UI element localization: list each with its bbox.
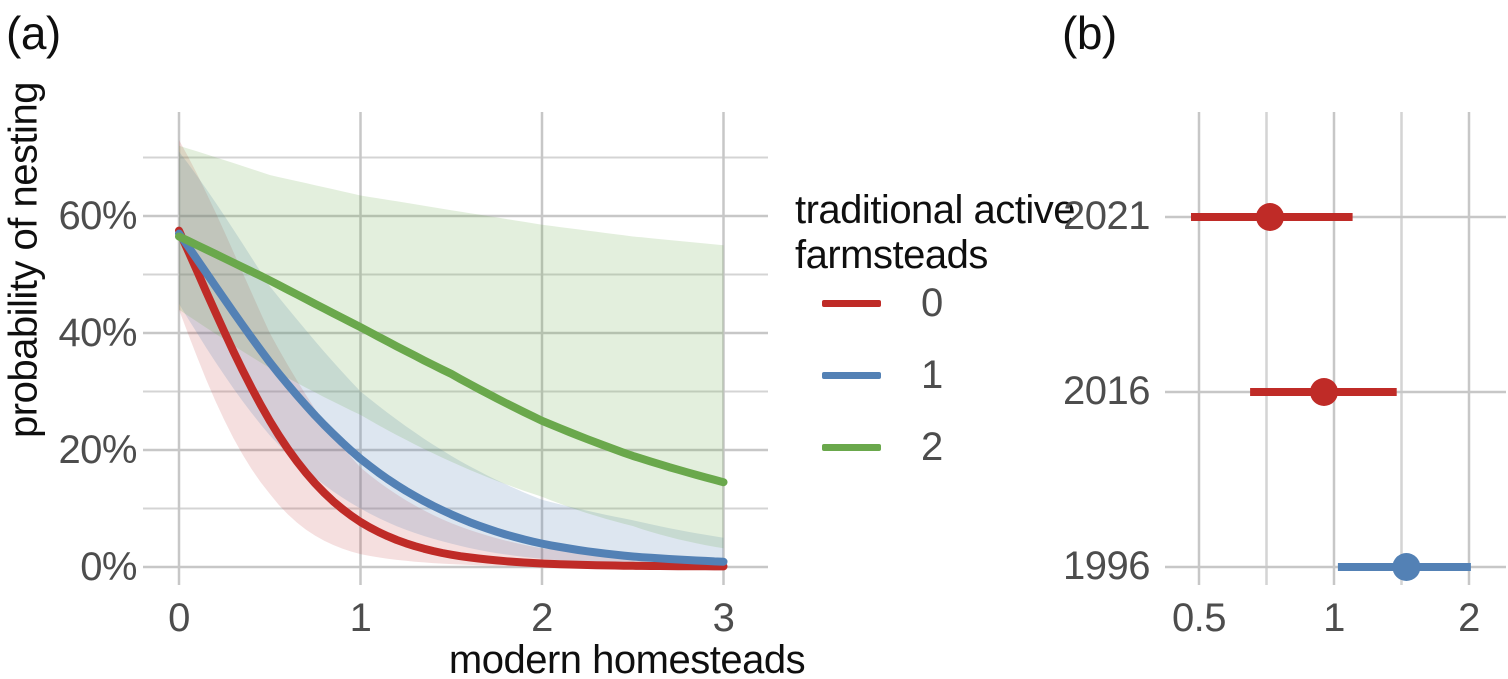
panel-b-point-2021 [1256,203,1284,231]
panel-b-x-tick-0.5: 0.5 [1171,596,1227,640]
panel-a-y-tick-20%: 20% [58,428,137,472]
series-1-line [175,229,728,566]
series-2-confidence-band [179,145,724,549]
panel-a-y-axis-title: probability of nesting [1,82,46,438]
legend-title-line1: traditional active [795,188,1076,232]
panel-b-y-tick-2021: 2021 [1063,194,1150,238]
panel-a-y-tick-60%: 60% [58,194,137,238]
legend-item-label-1: 1 [921,353,943,397]
legend-title-line2: farmsteads [795,233,988,277]
panel-a-x-tick-3: 3 [712,596,735,640]
legend-item-label-0: 0 [921,281,943,325]
panel-a-y-tick-0%: 0% [80,545,137,589]
panel-a-x-axis-title: modern homesteads [448,638,806,679]
legend-item-label-2: 2 [921,425,943,469]
legend-key-0 [822,299,881,307]
panel-a-x-tick-0: 0 [168,596,190,640]
panel-b-label: (b) [1062,7,1117,59]
series-0-line [175,226,728,571]
panel-a-x-tick-2: 2 [531,596,553,640]
panel-a-y-tick-40%: 40% [58,311,137,355]
panel-b-x-tick-2: 2 [1458,596,1480,640]
panel-b-point-2016 [1310,378,1338,406]
legend-key-1 [822,371,881,379]
series-1-confidence-band [179,151,724,566]
panel-a-x-tick-1: 1 [349,596,372,640]
series-2-line [175,232,728,487]
legend-key-2 [822,443,881,451]
panel-b-y-tick-1996: 1996 [1063,544,1150,588]
panel-b-y-tick-2016: 2016 [1063,369,1150,413]
panel-b-x-tick-1: 1 [1323,596,1345,640]
panel-b-point-1996 [1392,553,1421,581]
series-0-confidence-band [179,140,724,567]
panel-a-label: (a) [6,7,61,59]
